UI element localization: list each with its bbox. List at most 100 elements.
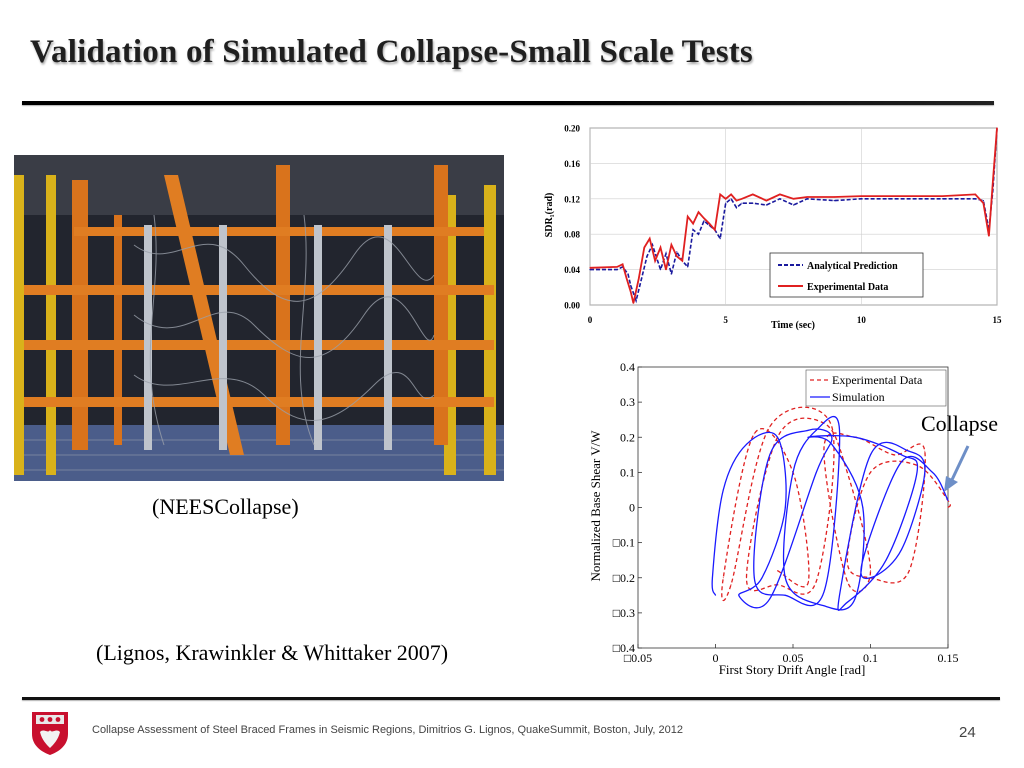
chart2-ytick-label: 0.1 — [620, 465, 635, 479]
chart2-point — [808, 436, 809, 438]
hysteresis-chart: 0.4 0.3 0.2 0.1 0 □0.1 □0.2 □0.3 □0.4□0.05 0 0.05 0… — [588, 360, 959, 677]
chart1-point — [833, 200, 835, 202]
chart2-point — [730, 584, 732, 586]
chart2-xtick-label: 0.1 — [863, 651, 878, 665]
chart2-point — [901, 461, 902, 463]
chart2-point — [792, 471, 794, 473]
chart2-point — [777, 570, 778, 572]
chart1-xtick-label: 5 — [723, 315, 728, 325]
chart1-point — [646, 255, 648, 257]
chart1-point — [697, 233, 700, 235]
chart1-point — [887, 198, 890, 200]
chart1-legend: Analytical Prediction Experimental Data — [769, 252, 924, 298]
chart1-point — [735, 207, 738, 209]
chart2-point — [893, 454, 895, 456]
chart2-xtick-label: 0.05 — [783, 651, 804, 665]
chart2-point — [846, 601, 848, 603]
chart2-point — [738, 594, 740, 596]
chart2-point — [831, 426, 833, 428]
sdr-time-chart: 0.00 0.04 0.08 0.12 0.16 0.20 0 5 10 15 Time (sec… — [544, 124, 1003, 332]
chart2-point — [815, 429, 817, 431]
chart1-point — [833, 196, 835, 198]
chart1-point — [632, 302, 634, 304]
collapse-annotation: Collapse — [921, 411, 998, 436]
chart1-point — [687, 215, 689, 218]
chart2-xlabel: First Story Drift Angle [rad] — [719, 662, 866, 677]
chart1-point — [735, 200, 738, 202]
chart2-point — [908, 570, 910, 572]
chart2-point — [885, 559, 887, 561]
chart1-point — [974, 193, 976, 195]
chart2-point — [808, 580, 809, 582]
chart1-xtick-label: 15 — [993, 315, 1003, 325]
slide-title: Validation of Simulated Collapse-Small S… — [30, 34, 753, 70]
chart2-ytick-label: □0.3 — [613, 606, 635, 620]
chart2-point — [870, 471, 871, 473]
chart1-point — [687, 266, 689, 268]
chart1-point — [589, 269, 591, 271]
chart1-point — [703, 217, 705, 219]
chart2-point — [854, 598, 856, 600]
chart2-point — [924, 450, 926, 452]
chart2-xtick-label: 0.15 — [938, 651, 959, 665]
chart2-point — [901, 549, 902, 551]
chart2-ytick-label: 0.3 — [620, 395, 635, 409]
chart1-point — [752, 202, 754, 204]
chart2-ytick-label: 0.2 — [620, 430, 635, 444]
chart1-point — [806, 196, 808, 198]
chart2-point — [808, 429, 809, 431]
chart1-point — [665, 269, 667, 271]
chart1-point — [730, 193, 732, 195]
chart1-xlabel: Time (sec) — [771, 320, 815, 331]
chart1-point — [719, 238, 721, 240]
chart2-point — [753, 577, 755, 579]
chart2-series-experimental — [721, 406, 951, 601]
chart1-point — [988, 235, 990, 237]
chart2-point — [823, 447, 825, 449]
footer-divider — [22, 697, 1000, 700]
chart2-point — [761, 577, 763, 579]
chart1-point — [676, 255, 678, 257]
chart1-xtick-label: 10 — [857, 315, 867, 325]
chart1-point — [697, 211, 700, 213]
chart2-point — [753, 433, 755, 435]
chart1-point — [860, 198, 862, 200]
chart1-point — [792, 204, 795, 206]
chart1-point — [649, 238, 651, 240]
chart1-point — [714, 229, 716, 231]
chart1-ytick-label: 0.00 — [564, 301, 580, 311]
chart2-point — [815, 580, 817, 582]
chart1-ylabel: SDR₁(rad) — [544, 193, 555, 238]
legend-label-experimental-2: Experimental Data — [832, 373, 923, 387]
chart1-point — [708, 223, 710, 225]
citation: (Lignos, Krawinkler & Whittaker 2007) — [96, 640, 449, 665]
chart1-point — [992, 180, 994, 182]
chart1-point — [622, 263, 624, 265]
chart1-point — [659, 246, 662, 249]
chart2-point — [722, 577, 724, 579]
chart2-point — [784, 594, 786, 596]
chart2-ytick-label: □0.1 — [613, 536, 635, 550]
photo-caption: (NEESCollapse) — [152, 494, 299, 519]
chart1-point — [741, 202, 743, 204]
chart1-point — [665, 253, 667, 255]
chart1-point — [942, 198, 944, 200]
chart2-xtick-label: 0 — [713, 651, 719, 665]
chart1-point — [643, 246, 645, 249]
chart1-point — [730, 198, 732, 200]
chart2-point — [870, 570, 871, 572]
chart1-point — [626, 277, 628, 279]
chart1-point — [681, 260, 683, 262]
chart2-point — [715, 594, 716, 596]
chart1-point — [860, 195, 862, 197]
chart1-point — [627, 273, 629, 275]
chart1-point — [635, 300, 637, 302]
chart1-point — [741, 198, 743, 200]
chart2-point — [870, 577, 871, 579]
chart2-point — [947, 500, 949, 501]
chart2-point — [862, 559, 864, 561]
chart2-point — [769, 426, 771, 428]
university-crest-icon — [32, 712, 68, 755]
chart1-point — [659, 269, 662, 271]
chart2-ytick-label: □0.2 — [613, 571, 635, 585]
